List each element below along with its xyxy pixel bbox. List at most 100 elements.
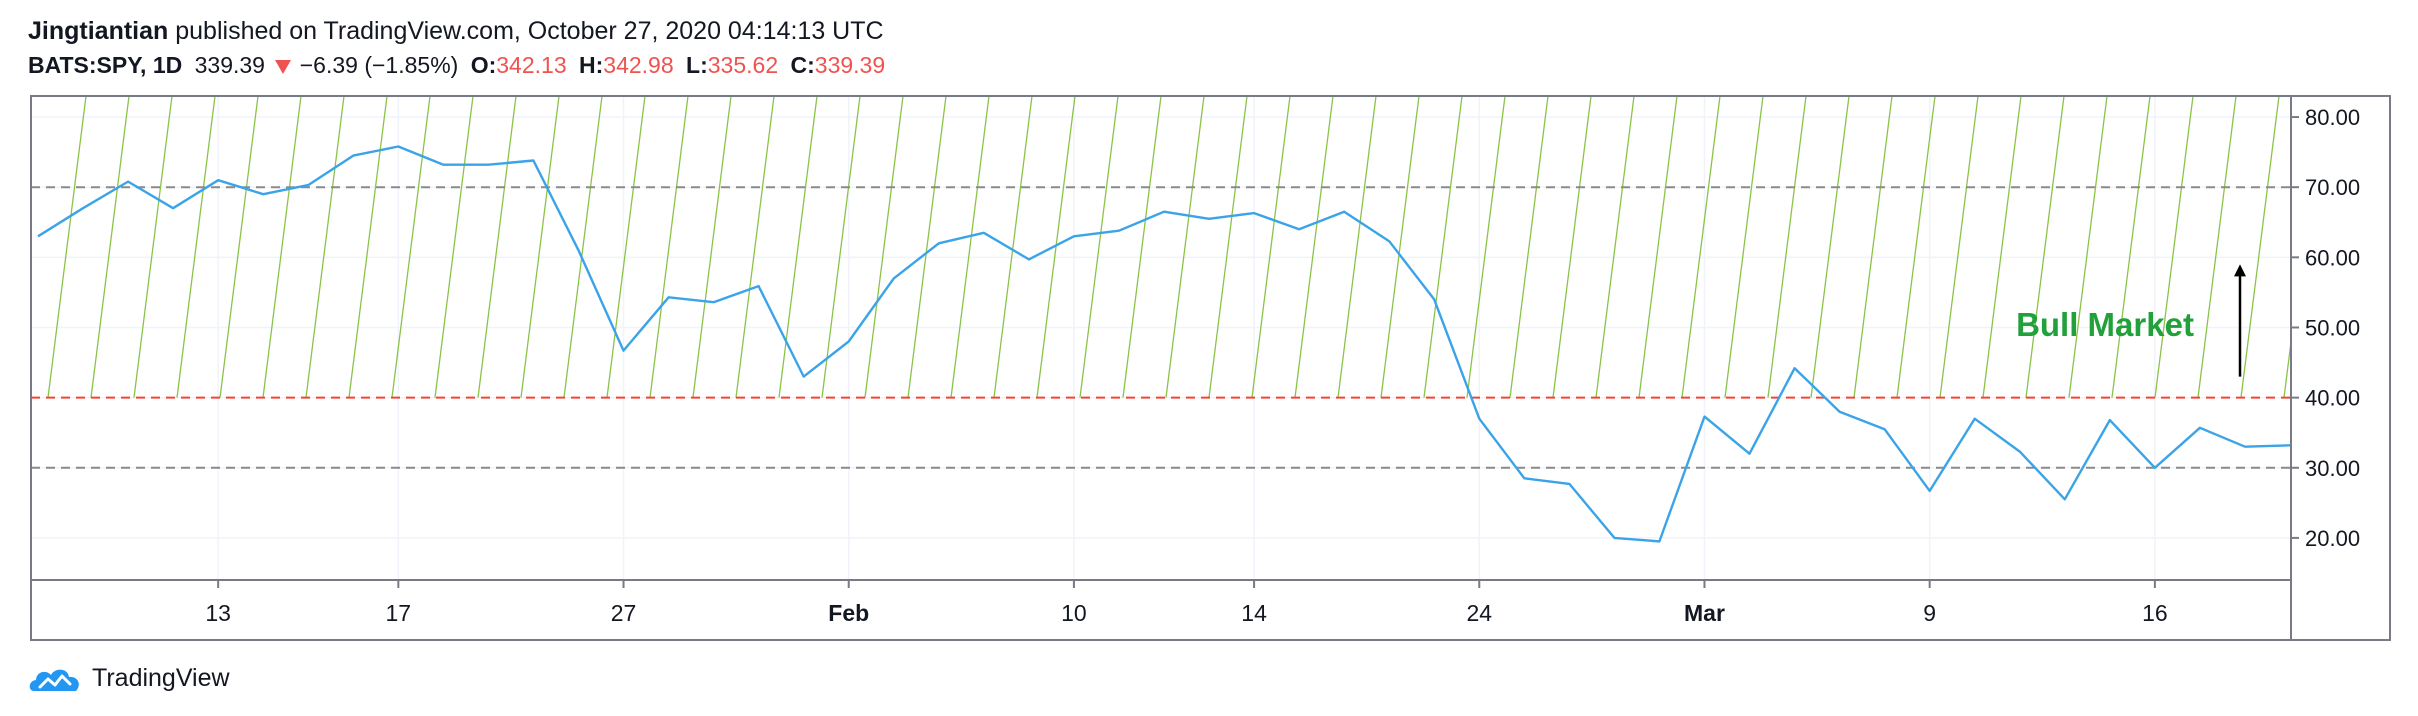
hatch-line: [950, 96, 990, 398]
low-value: 335.62: [707, 52, 779, 78]
y-axis[interactable]: 20.00 30.00 40.00 50.00 60.00 70.00 80.00: [2291, 105, 2360, 551]
x-tick-label: Feb: [828, 600, 869, 626]
hatch-line: [563, 96, 603, 398]
hatch-line: [47, 96, 87, 398]
hatch-line: [606, 96, 646, 398]
hatch-line: [2197, 96, 2237, 398]
hatch-line: [1552, 96, 1592, 398]
price-down-arrow-icon: [275, 59, 292, 74]
published-text: published on TradingView.com, October 27…: [175, 17, 884, 45]
hatch-line: [1681, 96, 1721, 398]
hatch-line: [2025, 96, 2065, 398]
high-label: H:: [579, 52, 604, 78]
hatch-line: [1896, 96, 1936, 398]
y-tick-label: 70.00: [2305, 175, 2360, 200]
hatch-line: [1853, 96, 1893, 398]
hatch-line: [735, 96, 775, 398]
hatch-line: [133, 96, 173, 398]
hatch-line: [778, 96, 818, 398]
hatch-line: [692, 96, 732, 398]
hatch-line: [1982, 96, 2022, 398]
hatch-line: [1251, 96, 1291, 398]
bull-market-label: Bull Market: [2016, 306, 2194, 343]
hatch-line: [1466, 96, 1506, 398]
outer-border: [30, 95, 2391, 641]
hatch-line: [864, 96, 904, 398]
hatch-line: [1208, 96, 1248, 398]
open-value: 342.13: [496, 52, 567, 78]
hatch-line: [1810, 96, 1850, 398]
y-tick-label: 30.00: [2305, 456, 2360, 481]
x-tick-label: 13: [205, 600, 231, 626]
y-tick-label: 60.00: [2305, 245, 2360, 270]
grid: [31, 96, 2291, 580]
hatch-line: [391, 96, 431, 398]
x-tick-label: Mar: [1684, 600, 1725, 626]
ohlc-line: BATS:SPY, 1D 339.39 −6.39 (−1.85%) O:342…: [28, 48, 885, 82]
publish-line: Jingtiantian published on TradingView.co…: [28, 14, 885, 48]
hatch-line: [1724, 96, 1764, 398]
hatch-line: [305, 96, 345, 398]
hatch-line: [1595, 96, 1635, 398]
hatch-line: [821, 96, 861, 398]
hatch-line: [2111, 96, 2151, 398]
chart-frame: [30, 95, 2391, 641]
up-arrow-head-icon: [2234, 264, 2246, 277]
y-tick-label: 80.00: [2305, 105, 2360, 130]
close-label: C:: [790, 52, 815, 78]
hatch-line: [176, 96, 216, 398]
author-name[interactable]: Jingtiantian: [28, 17, 169, 45]
tradingview-footer[interactable]: TradingView: [28, 664, 230, 693]
hatch-line: [907, 96, 947, 398]
price-series[interactable]: [37, 145, 2292, 543]
hatch-line: [477, 96, 517, 398]
y-tick-label: 40.00: [2305, 386, 2360, 411]
x-tick-label: 24: [1466, 600, 1492, 626]
hatch-line: [1380, 96, 1420, 398]
chart-header: Jingtiantian published on TradingView.co…: [28, 14, 885, 82]
hatch-line: [1337, 96, 1377, 398]
tradingview-brand: TradingView: [92, 664, 230, 692]
bull-zone-hatch: [47, 96, 2291, 398]
hatch-line: [1939, 96, 1979, 398]
x-axis[interactable]: 13 17 27 Feb 10 14 24 Mar 9 16: [205, 580, 2168, 626]
hatch-line: [649, 96, 689, 398]
x-tick-label: 14: [1241, 600, 1267, 626]
y-tick-label: 50.00: [2305, 315, 2360, 340]
symbol-label[interactable]: BATS:SPY, 1D: [28, 52, 183, 78]
hatch-line: [219, 96, 259, 398]
x-tick-label: 9: [1923, 600, 1936, 626]
high-value: 342.98: [603, 52, 674, 78]
hatch-line: [2240, 96, 2280, 398]
x-tick-label: 10: [1061, 600, 1087, 626]
price-line[interactable]: [37, 145, 2291, 543]
hatch-line: [434, 96, 474, 398]
hatch-line: [1509, 96, 1549, 398]
hatch-line: [2068, 96, 2108, 398]
open-label: O:: [470, 52, 497, 78]
hatch-line: [1423, 96, 1463, 398]
hatch-line: [1767, 96, 1807, 398]
hatch-line: [1638, 96, 1678, 398]
hatch-line: [348, 96, 388, 398]
x-tick-label: 27: [611, 600, 637, 626]
x-tick-label: 16: [2142, 600, 2168, 626]
hatch-line: [262, 96, 302, 398]
hatch-line: [1079, 96, 1119, 398]
horizontal-levels: [31, 186, 2291, 469]
hatch-line: [2154, 96, 2194, 398]
bull-market-annotation: Bull Market: [2016, 264, 2246, 377]
x-tick-label: 17: [386, 600, 412, 626]
hatch-line: [1122, 96, 1162, 398]
close-value: 339.39: [814, 52, 886, 78]
low-label: L:: [686, 52, 708, 78]
price-change: −6.39 (−1.85%): [299, 52, 459, 78]
hatch-line: [90, 96, 130, 398]
hatch-line: [993, 96, 1033, 398]
hatch-line: [1165, 96, 1205, 398]
hatch-line: [520, 96, 560, 398]
y-tick-label: 20.00: [2305, 526, 2360, 551]
tradingview-cloud-logo-icon: [29, 669, 79, 691]
last-price: 339.39: [194, 52, 265, 78]
